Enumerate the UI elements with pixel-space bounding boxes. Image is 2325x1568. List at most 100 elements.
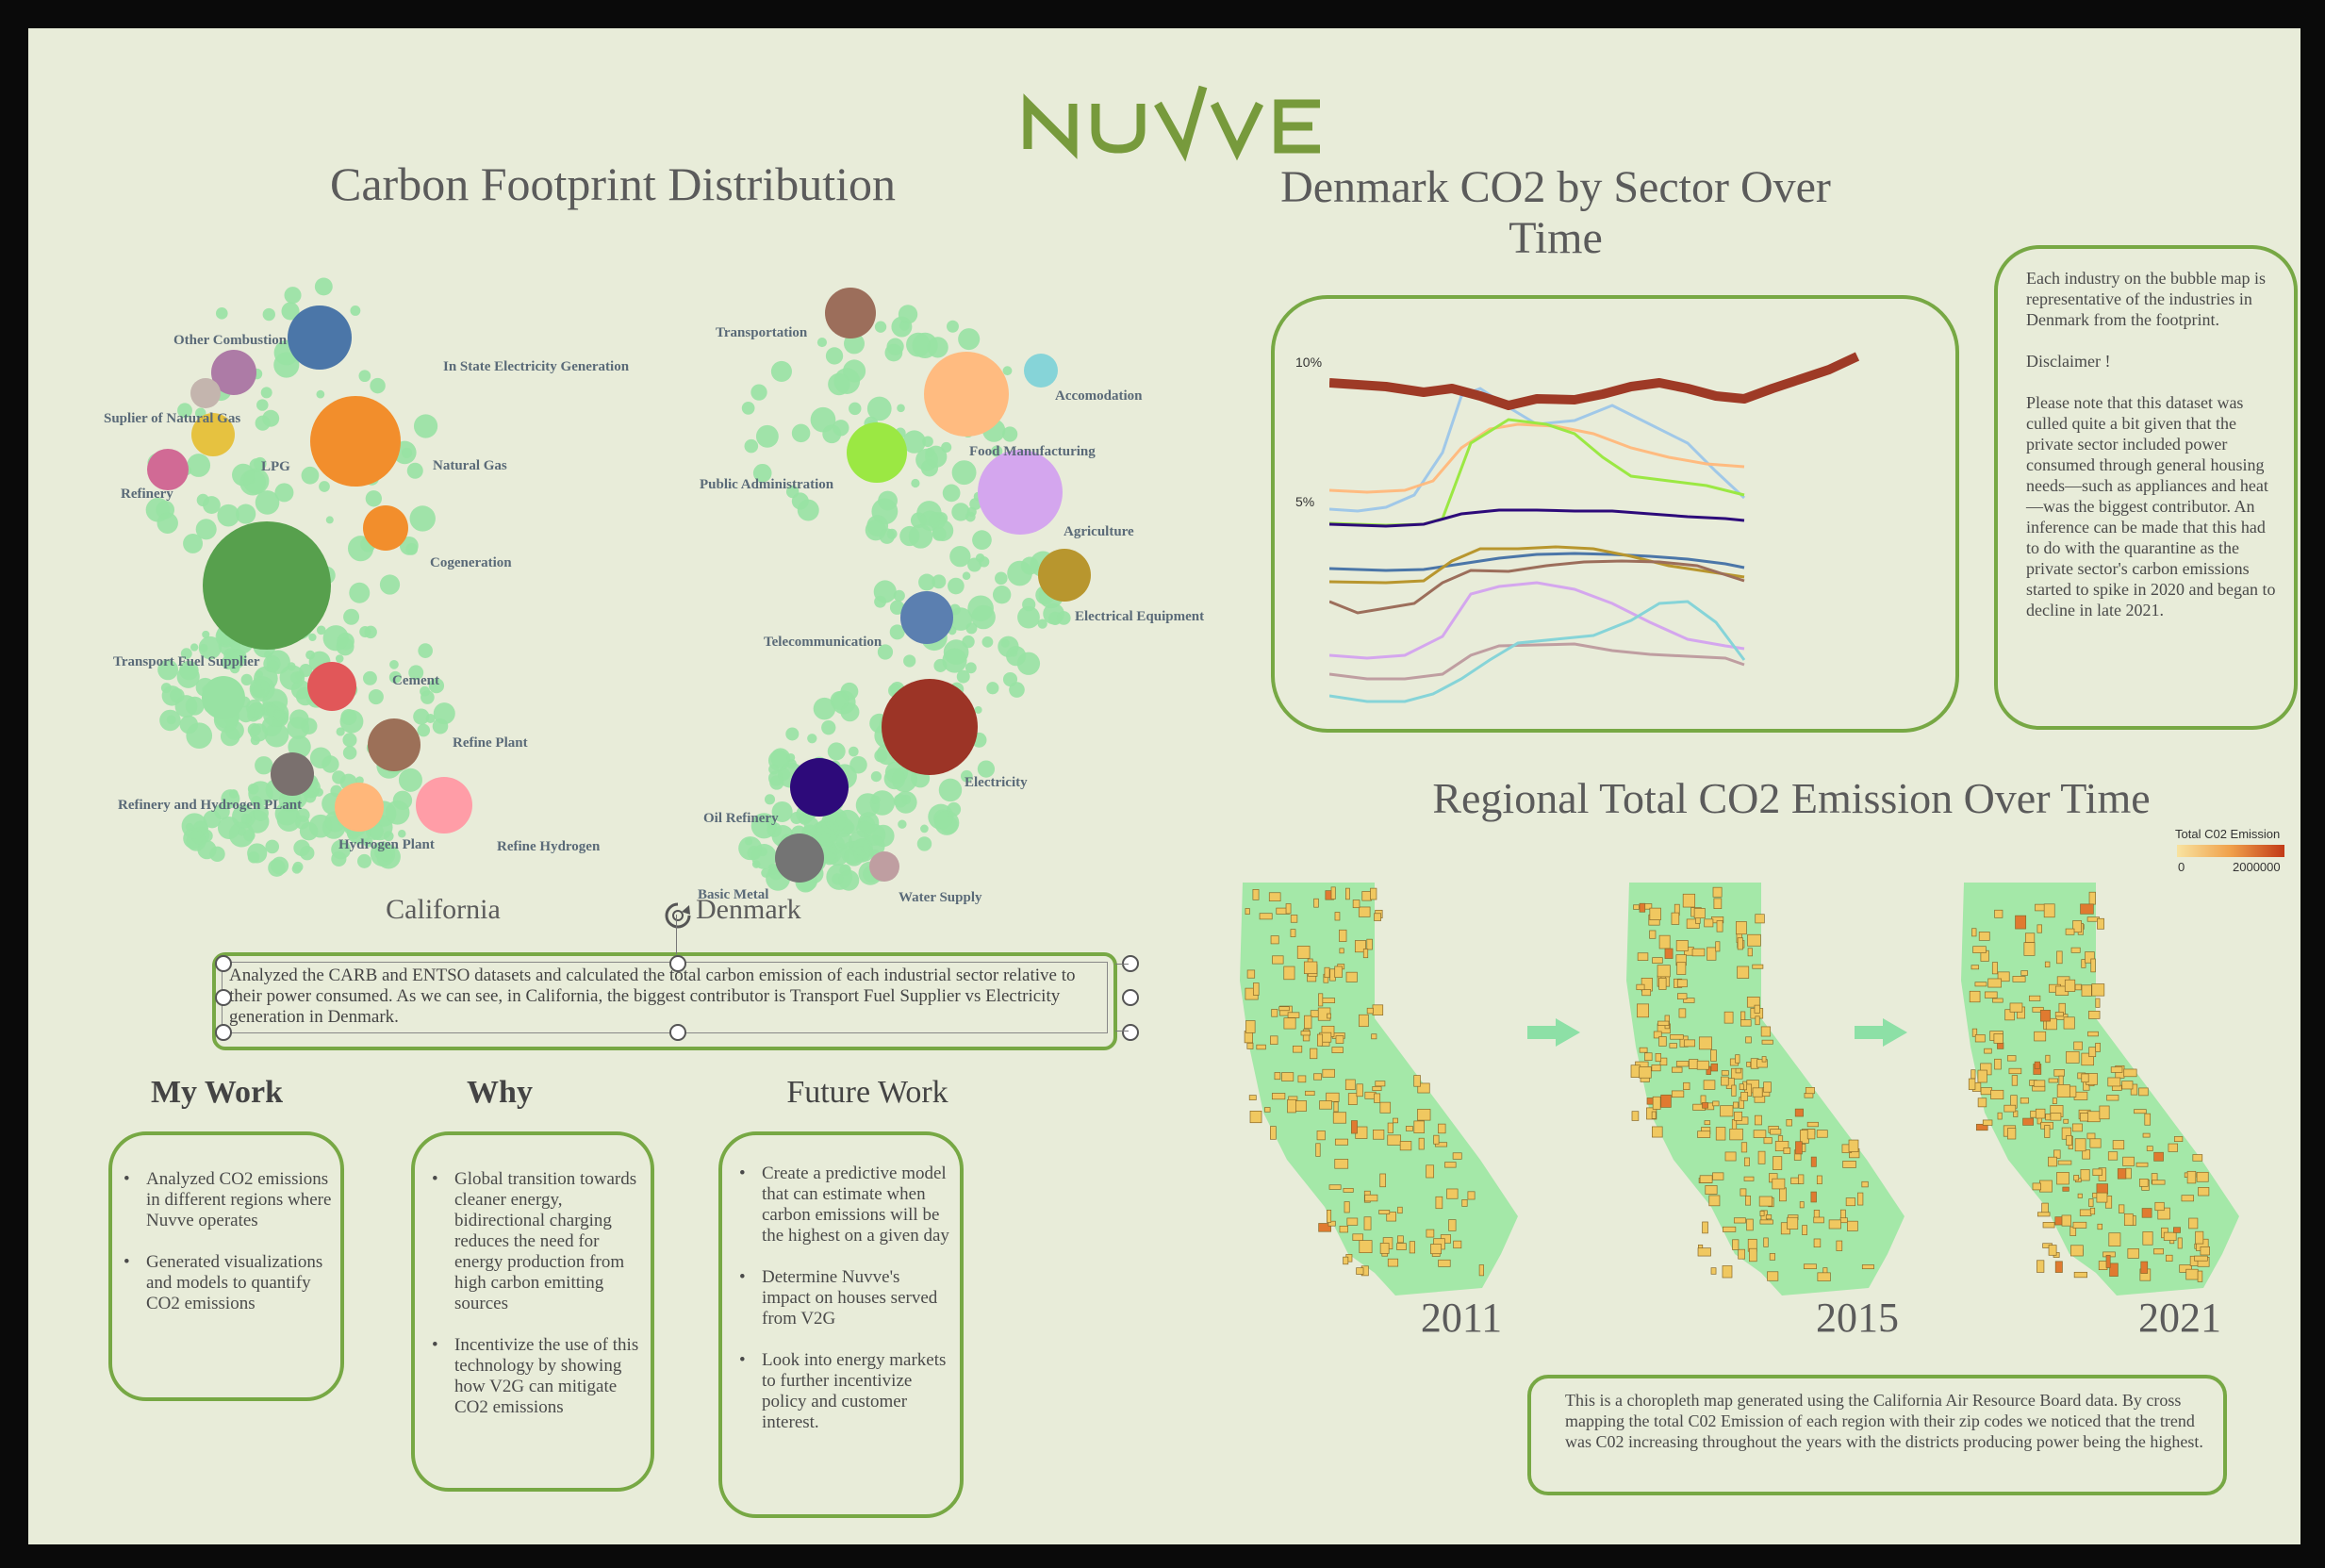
- series-brown: [1329, 559, 1745, 615]
- carbon-footprint-title: Carbon Footprint Distribution: [330, 157, 896, 210]
- resize-handle-right[interactable]: [1122, 989, 1139, 1006]
- arrow-icon-2: [1855, 1018, 1907, 1047]
- series-light-blue: [1329, 387, 1746, 513]
- bubble-transport-fuel-supplier: [203, 521, 331, 650]
- label-other-combustion: Other Combustion: [173, 333, 288, 348]
- label-supplier-natural-gas: Suplier of Natural Gas: [104, 411, 240, 426]
- bubble-transport-fuel-small: [202, 676, 245, 719]
- label-accomodation: Accomodation: [1055, 388, 1143, 404]
- map-2011: [1240, 883, 1518, 1296]
- why-item-2: Incentivize the use of this technology b…: [432, 1335, 643, 1418]
- choropleth-description: This is a choropleth map generated using…: [1565, 1391, 2203, 1451]
- resize-handle-bottom-left[interactable]: [215, 1024, 232, 1041]
- poster-slide: Carbon Footprint Distribution Other Comb…: [28, 28, 2300, 1544]
- y-tick-10: 10%: [1295, 355, 1323, 370]
- label-transport-fuel-supplier: Transport Fuel Supplier: [113, 654, 260, 669]
- note-disclaimer: Disclaimer !: [2026, 352, 2111, 371]
- resize-handle-bottom-right[interactable]: [1122, 1024, 1139, 1041]
- bubble-hydrogen-plant: [335, 783, 384, 832]
- bubble-accomodation: [1024, 354, 1058, 388]
- y-tick-5: 5%: [1295, 494, 1315, 509]
- label-lpg: LPG: [261, 459, 290, 474]
- bubble-lpg: [191, 413, 235, 456]
- label-basic-metal: Basic Metal: [698, 887, 768, 902]
- description-text[interactable]: Analyzed the CARB and ENTSO datasets and…: [229, 966, 1076, 1027]
- series-peach: [1329, 422, 1745, 494]
- bubble-other-combustion: [211, 350, 256, 395]
- future-item-2: Determine Nuvve's impact on houses serve…: [739, 1267, 950, 1329]
- bubble-food-manufacturing: [978, 450, 1063, 535]
- year-2021: 2021: [2138, 1295, 2221, 1341]
- year-2011: 2011: [1420, 1295, 1503, 1341]
- bubble-cogeneration: [363, 505, 408, 551]
- bubble-labels: Other Combustion In State Electricity Ge…: [104, 325, 1204, 905]
- denmark-line-chart: [1329, 352, 1860, 703]
- bubble-refinery-hydrogen: [271, 752, 314, 796]
- denmark-caption: Denmark: [696, 894, 801, 925]
- bubble-refine-plant: [368, 718, 420, 771]
- bubble-agriculture: [1038, 549, 1091, 602]
- future-work-box: Create a predictive model that can estim…: [718, 1131, 964, 1518]
- legend-max: 2000000: [2233, 860, 2281, 874]
- label-refinery-hydrogen: Refinery and Hydrogen PLant: [118, 798, 302, 813]
- rotate-handle-icon[interactable]: [662, 900, 694, 932]
- my-work-box: Analyzed CO2 emissions in different regi…: [108, 1131, 344, 1401]
- regional-title: Regional Total CO2 Emission Over Time: [1432, 774, 2151, 822]
- bubble-natural-gas: [310, 396, 401, 487]
- disclaimer-note-box: Each industry on the bubble map is repre…: [1994, 245, 2298, 730]
- label-cogeneration: Cogeneration: [430, 555, 512, 570]
- bubble-public-administration: [847, 422, 907, 483]
- why-item-1: Global transition towards cleaner energy…: [432, 1169, 643, 1314]
- series-cyan: [1329, 600, 1746, 703]
- label-water-supply: Water Supply: [899, 890, 982, 905]
- series-navy: [1329, 508, 1745, 528]
- label-refine-plant: Refine Plant: [453, 735, 528, 751]
- bubble-footprints: Other Combustion In State Electricity Ge…: [104, 277, 1204, 905]
- bubble-telecommunication: [900, 591, 953, 644]
- nuvve-logo: [1023, 85, 1320, 162]
- resize-handle-top-left[interactable]: [215, 955, 232, 972]
- label-in-state-electricity: In State Electricity Generation: [443, 359, 630, 374]
- resize-handle-left[interactable]: [215, 989, 232, 1006]
- choropleth-description-box: This is a choropleth map generated using…: [1527, 1375, 2227, 1495]
- bubble-water-supply: [869, 851, 899, 882]
- bubble-in-state-electricity: [288, 305, 352, 370]
- series-taupe: [1329, 642, 1745, 681]
- bubble-cement: [307, 662, 356, 711]
- why-box: Global transition towards cleaner energy…: [411, 1131, 654, 1492]
- resize-handle-bottom[interactable]: [669, 1024, 686, 1041]
- california-maps: [1240, 883, 2239, 1296]
- series-steel-blue: [1329, 552, 1745, 572]
- future-item-3: Look into energy markets to further ince…: [739, 1350, 950, 1433]
- label-refine-hydrogen: Refine Hydrogen: [497, 839, 601, 854]
- series-electricity: [1329, 352, 1860, 410]
- label-food-manufacturing: Food Manufacturing: [969, 444, 1096, 459]
- why-heading: Why: [467, 1075, 533, 1110]
- rotate-connector: [676, 915, 677, 954]
- my-work-item-1: Analyzed CO2 emissions in different regi…: [124, 1169, 335, 1231]
- bubble-electricity: [882, 679, 978, 775]
- bubble-refine-hydrogen: [416, 777, 472, 834]
- denmark-chart-box: [1271, 295, 1959, 733]
- bubble-accomodation-large: [924, 352, 1009, 437]
- series-olive: [1329, 545, 1745, 585]
- arrow-icon-1: [1527, 1018, 1580, 1047]
- bubble-oil-refinery: [790, 758, 849, 817]
- label-hydrogen-plant: Hydrogen Plant: [338, 837, 435, 852]
- map-2021: [1961, 883, 2239, 1296]
- note-paragraph-3: Please note that this dataset was culled…: [2026, 393, 2276, 619]
- label-agriculture: Agriculture: [1064, 524, 1134, 539]
- legend-title: Total C02 Emission: [2175, 827, 2281, 841]
- label-oil-refinery: Oil Refinery: [703, 811, 779, 826]
- label-refinery: Refinery: [121, 487, 173, 502]
- description-text-box[interactable]: Analyzed the CARB and ENTSO datasets and…: [212, 915, 1117, 1050]
- legend-min: 0: [2178, 860, 2185, 874]
- denmark-chart-title-line2: Time: [1509, 213, 1603, 263]
- label-electricity: Electricity: [965, 775, 1028, 790]
- resize-handle-top[interactable]: [669, 955, 686, 972]
- label-telecommunication: Telecommunication: [764, 635, 882, 650]
- map-2015: [1626, 883, 1905, 1296]
- label-transportation: Transportation: [716, 325, 808, 340]
- denmark-chart-title-line1: Denmark CO2 by Sector Over: [1280, 162, 1831, 212]
- label-electrical-equipment: Electrical Equipment: [1075, 609, 1204, 624]
